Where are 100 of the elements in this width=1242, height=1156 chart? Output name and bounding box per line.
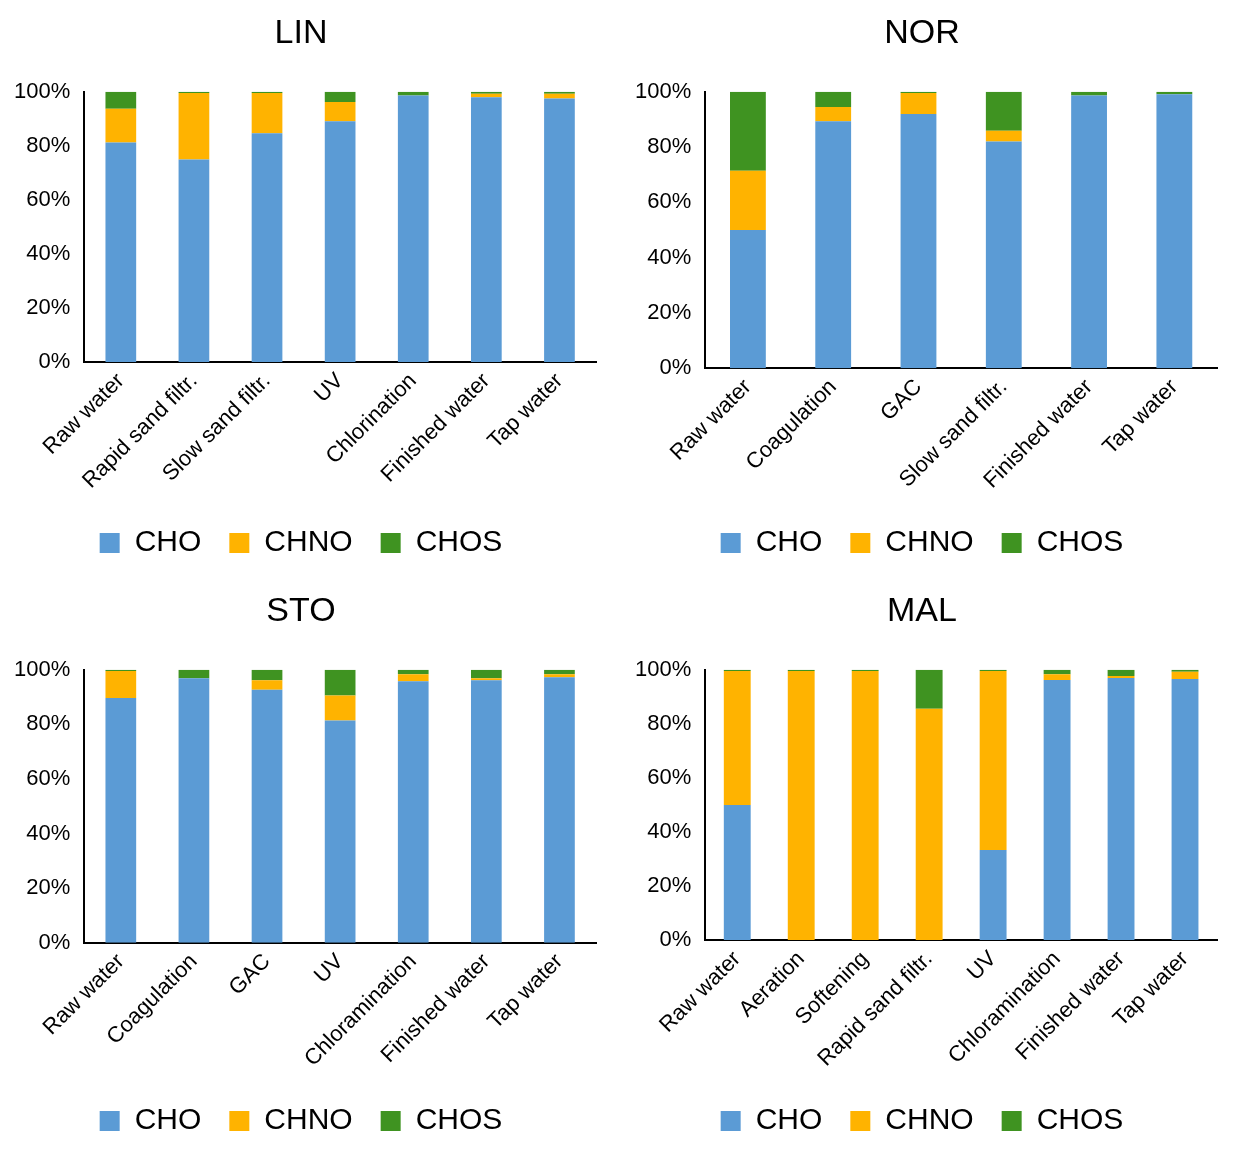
bar <box>178 159 210 363</box>
bar <box>251 680 283 690</box>
bar <box>815 121 852 369</box>
y-tick-label: 100% <box>13 655 71 681</box>
bar <box>985 91 1022 131</box>
bar <box>470 97 502 363</box>
bar <box>1043 669 1071 675</box>
legend-label: CHOS <box>1036 1102 1124 1136</box>
y-tick-label: 80% <box>647 709 692 735</box>
y-tick-label: 60% <box>26 185 71 211</box>
bar <box>397 674 429 682</box>
bar <box>851 670 879 941</box>
y-tick-label: 100% <box>634 655 692 681</box>
chart-title: MAL <box>887 589 957 628</box>
bar <box>178 92 210 160</box>
bar <box>985 141 1022 369</box>
bar <box>815 91 852 107</box>
bar <box>1071 95 1107 369</box>
bar <box>324 102 356 122</box>
bar <box>730 229 766 369</box>
bar <box>723 804 751 941</box>
legend-label: CHNO <box>885 1102 974 1136</box>
y-tick-label: 0% <box>38 928 71 954</box>
bar <box>178 678 210 943</box>
legend-label: CHO <box>134 1102 202 1136</box>
bar <box>470 669 502 679</box>
bar <box>915 708 943 941</box>
y-tick-label: 40% <box>26 819 71 845</box>
bar <box>324 720 356 943</box>
legend-label: CHOS <box>415 1102 503 1136</box>
legend-label: CHO <box>134 524 202 558</box>
bar <box>324 669 356 696</box>
y-tick-label: 0% <box>659 354 692 380</box>
bar <box>324 695 356 721</box>
legend-label: CHOS <box>415 524 503 558</box>
y-tick-label: 60% <box>647 188 692 214</box>
bar <box>470 680 502 943</box>
legend-label: CHO <box>755 524 823 558</box>
bar <box>1107 669 1135 677</box>
bar <box>1107 677 1135 941</box>
y-tick-label: 40% <box>647 243 692 269</box>
bar <box>251 92 283 134</box>
y-tick-label: 0% <box>38 348 71 374</box>
y-tick-label: 20% <box>647 298 692 324</box>
bar <box>544 677 575 943</box>
y-tick-label: 0% <box>659 926 692 952</box>
legend-label: CHO <box>755 1102 823 1136</box>
bar <box>1171 678 1199 941</box>
bar <box>544 98 575 363</box>
y-tick-label: 40% <box>647 818 692 844</box>
legend-label: CHNO <box>885 524 974 558</box>
bar <box>1043 680 1071 941</box>
bar <box>730 170 766 230</box>
legend-label: CHNO <box>264 1102 353 1136</box>
bar <box>397 669 429 675</box>
y-tick-label: 60% <box>26 765 71 791</box>
y-tick-label: 80% <box>647 133 692 159</box>
bar <box>105 91 137 109</box>
bar <box>105 670 137 698</box>
bar <box>900 92 937 114</box>
bar <box>544 93 575 99</box>
bar <box>324 121 356 363</box>
bar <box>900 113 937 369</box>
bar <box>1043 674 1071 681</box>
bar <box>979 670 1007 851</box>
chart-title: NOR <box>884 11 960 50</box>
bar <box>324 91 356 103</box>
bar <box>1156 94 1193 369</box>
y-tick-label: 80% <box>26 131 71 157</box>
bar <box>544 674 575 678</box>
bar <box>723 670 751 805</box>
legend-label: CHNO <box>264 524 353 558</box>
y-tick-label: 100% <box>13 77 71 103</box>
bar <box>105 108 137 143</box>
bar <box>251 133 283 363</box>
bar <box>787 670 815 941</box>
bar <box>979 850 1007 941</box>
bar <box>544 669 575 675</box>
y-tick-label: 60% <box>647 763 692 789</box>
bar <box>397 91 429 96</box>
bar <box>251 669 283 681</box>
y-tick-label: 40% <box>26 240 71 266</box>
y-tick-label: 100% <box>634 77 692 103</box>
legend-label: CHOS <box>1036 524 1124 558</box>
chart-title: LIN <box>274 11 328 50</box>
chart-title: STO <box>266 589 336 628</box>
y-tick-label: 80% <box>26 710 71 736</box>
bar <box>397 95 429 363</box>
bar <box>178 669 210 679</box>
bar <box>105 697 137 943</box>
bar <box>251 689 283 943</box>
bar <box>730 91 766 171</box>
y-tick-label: 20% <box>26 294 71 320</box>
bar <box>915 669 943 709</box>
bar <box>985 130 1022 142</box>
bar <box>397 681 429 943</box>
y-tick-label: 20% <box>26 874 71 900</box>
bar <box>1171 671 1199 679</box>
bar <box>815 107 852 122</box>
bar <box>105 142 137 363</box>
